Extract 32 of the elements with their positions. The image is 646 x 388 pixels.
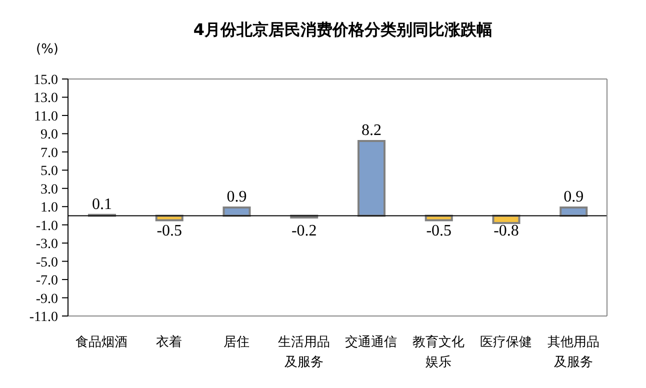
data-label: 0.9 (226, 188, 247, 206)
y-tick-label: 1.0 (40, 200, 58, 216)
y-tick-label: 9.0 (40, 128, 58, 143)
y-tick-label: -11.0 (29, 310, 58, 325)
y-tick-label: 3.0 (40, 182, 58, 198)
x-tick-label: 教育文化娱乐 (412, 334, 465, 370)
y-tick-label: -9.0 (36, 292, 58, 307)
data-label: -0.5 (426, 222, 452, 240)
y-tick-label: 11.0 (34, 109, 58, 124)
x-tick-label: 衣着 (156, 334, 182, 350)
data-label: 0.9 (564, 188, 584, 206)
y-tick-label: 13.0 (34, 91, 58, 106)
data-label: -0.2 (291, 222, 317, 240)
y-tick-label: 7.0 (40, 146, 58, 161)
y-tick-label: -5.0 (36, 255, 58, 270)
data-label: -0.5 (156, 222, 182, 240)
chart-title: 4月份北京居民消费价格分类别同比涨跌幅 (193, 20, 493, 39)
data-label: 0.1 (92, 196, 112, 213)
x-tick-label: 食品烟酒 (76, 335, 128, 350)
x-tick-label: 其他用品及服务 (547, 335, 600, 370)
y-tick-label: -7.0 (36, 274, 58, 289)
x-tick-label: 交通通信 (345, 334, 398, 350)
data-label: 8.2 (362, 122, 382, 139)
x-tick-label: 医疗保健 (480, 335, 532, 350)
x-tick-label: 居住 (223, 335, 250, 350)
data-label: -0.8 (494, 222, 519, 240)
x-tick-label: 生活用品及服务 (278, 335, 330, 370)
y-tick-label: 15.0 (34, 73, 58, 88)
y-tick-label: -1.0 (36, 218, 58, 234)
y-axis-title: (%) (36, 42, 58, 58)
y-tick-label: 5.0 (40, 164, 58, 180)
y-tick-label: -3.0 (36, 237, 58, 252)
